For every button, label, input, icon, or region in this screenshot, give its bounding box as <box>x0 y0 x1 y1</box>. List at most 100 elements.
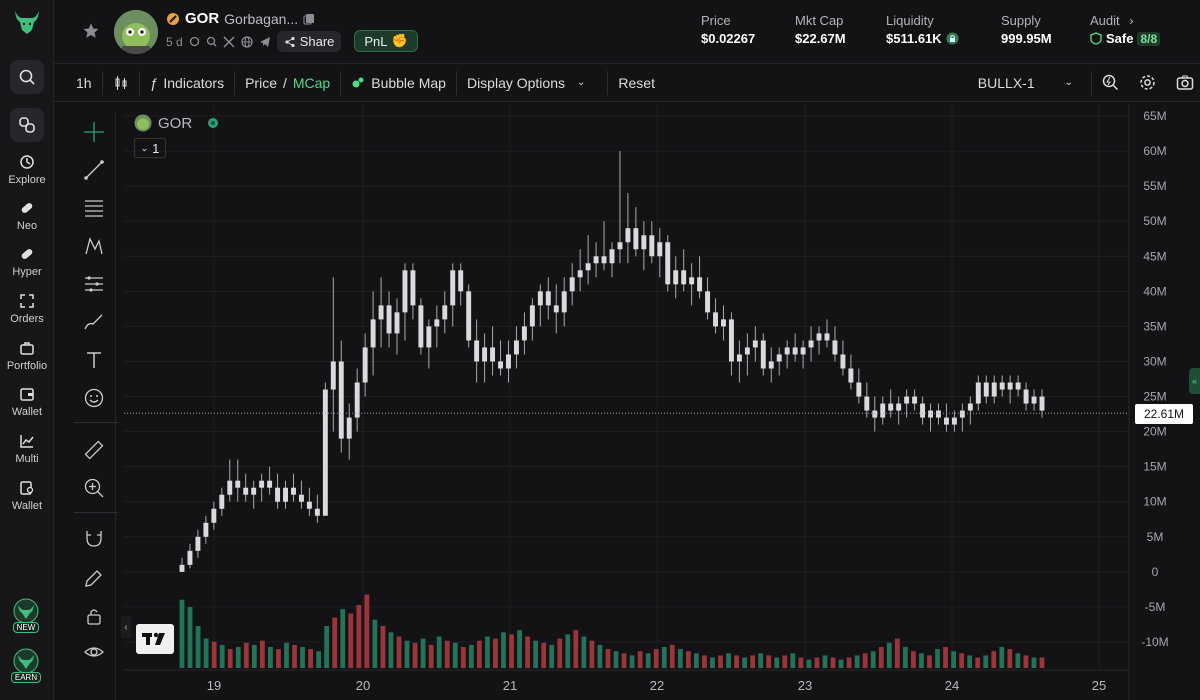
token-header: GOR Gorbagan... 5 d Share PnL ✊ Price $0… <box>54 0 1200 64</box>
bull-logo-icon[interactable] <box>12 8 42 36</box>
candle-body <box>490 347 496 362</box>
trendline-icon <box>84 160 104 180</box>
indicators-button[interactable]: ƒ Indicators <box>138 70 235 95</box>
candle-body <box>322 389 328 516</box>
toolbar-collapse-icon[interactable]: ‹ <box>121 616 131 638</box>
candle-body <box>283 487 288 502</box>
candle-type-button[interactable] <box>101 70 139 95</box>
screenshot-button[interactable] <box>1166 64 1200 102</box>
pnl-button[interactable]: PnL ✊ <box>354 30 418 52</box>
telegram-icon[interactable] <box>259 36 271 48</box>
volume-bar <box>573 630 579 668</box>
sliders-icon <box>85 276 103 292</box>
nav-multi[interactable]: Multi <box>0 433 54 465</box>
volume-bar <box>870 651 876 668</box>
volume-bar <box>1007 649 1013 668</box>
new-badge-label: NEW <box>12 622 40 633</box>
interval-selector[interactable]: 1h <box>54 64 102 102</box>
smiley-icon <box>84 388 104 408</box>
star-icon[interactable] <box>82 22 100 40</box>
brush-tool[interactable] <box>80 308 108 336</box>
nav-neo[interactable]: Neo <box>0 200 54 232</box>
candle-body <box>243 487 249 495</box>
refresh-icon[interactable] <box>189 36 200 47</box>
x-axis-label: 21 <box>503 678 517 693</box>
volume-bar <box>637 651 643 668</box>
search-button[interactable] <box>10 60 44 94</box>
bubble-map-button[interactable]: Bubble Map <box>340 70 456 95</box>
emoji-tool[interactable] <box>80 384 108 412</box>
nav-portfolio[interactable]: Portfolio <box>0 340 54 372</box>
visibility-tool[interactable] <box>80 638 108 666</box>
panel-expand-icon[interactable]: « <box>1189 368 1200 394</box>
settings-button[interactable] <box>1129 64 1166 102</box>
candle-body <box>609 249 615 264</box>
prediction-tool[interactable] <box>80 270 108 298</box>
candle-body <box>800 347 806 355</box>
pool-selector[interactable]: BULLX-1 ⌄ <box>968 64 1083 102</box>
nav-wallet[interactable]: Wallet <box>0 386 54 418</box>
text-tool[interactable] <box>80 346 108 374</box>
chart-area[interactable]: 65M 60M 55M 50M 45M 40M 35M 30M 25M 20M 15M 10M 5M 0 -… <box>124 104 1200 700</box>
volume-bar <box>999 647 1005 668</box>
candlestick-chart[interactable]: 65M 60M 55M 50M 45M 40M 35M 30M 25M 20M 15M 10M 5M 0 -… <box>124 104 1200 700</box>
token-avatar[interactable] <box>114 10 158 54</box>
copy-icon[interactable] <box>303 13 315 25</box>
display-options-dropdown[interactable]: Display Options ⌄ <box>455 70 595 95</box>
volume-bar <box>726 653 731 668</box>
lock-tool[interactable] <box>80 602 108 630</box>
tradingview-logo[interactable] <box>136 624 174 654</box>
candle-body <box>227 480 233 495</box>
nav-wallet-tracker-label: Wallet <box>11 500 43 512</box>
nav-hyper[interactable]: Hyper <box>0 246 54 278</box>
candle-body <box>442 305 448 320</box>
link-button[interactable] <box>10 108 44 142</box>
candle-body <box>219 494 225 509</box>
volume-bar <box>444 640 450 668</box>
fib-tool[interactable] <box>80 194 108 222</box>
candle-body <box>458 270 464 292</box>
pattern-tool[interactable] <box>80 232 108 260</box>
search-icon[interactable] <box>206 36 217 47</box>
y-axis-label: 0 <box>1152 565 1159 579</box>
volume-bar <box>894 638 900 668</box>
ruler-tool[interactable] <box>80 436 108 464</box>
candle-body <box>521 326 527 341</box>
volume-bar <box>605 649 611 668</box>
stat-audit[interactable]: Audit › Safe 8/8 <box>1090 13 1161 46</box>
quick-search-button[interactable] <box>1091 70 1129 95</box>
nav-explore-label: Explore <box>8 174 46 186</box>
nav-wallet-tracker[interactable]: Wallet <box>0 480 54 512</box>
new-feature-badge[interactable]: NEW <box>10 598 42 633</box>
pane-collapse-button[interactable]: ⌄ 1 <box>134 138 166 158</box>
candle-body <box>713 312 718 327</box>
zoom-tool[interactable] <box>80 474 108 502</box>
trendline-tool[interactable] <box>80 156 108 184</box>
x-axis-label: 20 <box>356 678 370 693</box>
nav-orders[interactable]: Orders <box>0 293 54 325</box>
eye-icon <box>84 647 104 657</box>
crosshair-tool[interactable] <box>80 118 108 146</box>
y-axis-label: 45M <box>1143 249 1166 263</box>
share-button[interactable]: Share <box>276 31 342 52</box>
magnet-tool[interactable] <box>80 524 108 552</box>
globe-icon[interactable] <box>241 35 253 48</box>
candle-body <box>1007 382 1013 390</box>
candle-body <box>1039 396 1045 411</box>
reset-button[interactable]: Reset <box>607 70 665 95</box>
candle-body <box>776 354 782 362</box>
earn-badge[interactable]: EARN <box>10 648 42 683</box>
candle-body <box>1031 396 1037 404</box>
stat-liquidity-row: $511.61K <box>886 31 959 46</box>
price-mcap-toggle[interactable]: Price / MCap <box>234 70 340 95</box>
candle-body <box>752 340 758 348</box>
nav-explore[interactable]: Explore <box>0 154 54 186</box>
stay-drawing-tool[interactable] <box>80 564 108 592</box>
volume-bar <box>1031 657 1037 668</box>
candle-body <box>872 410 878 418</box>
x-axis-label: 22 <box>650 678 664 693</box>
volume-bar <box>565 634 571 668</box>
x-twitter-icon[interactable] <box>223 35 235 48</box>
volume-bar <box>316 651 322 668</box>
stat-mcap-value: $22.67M <box>795 31 846 46</box>
